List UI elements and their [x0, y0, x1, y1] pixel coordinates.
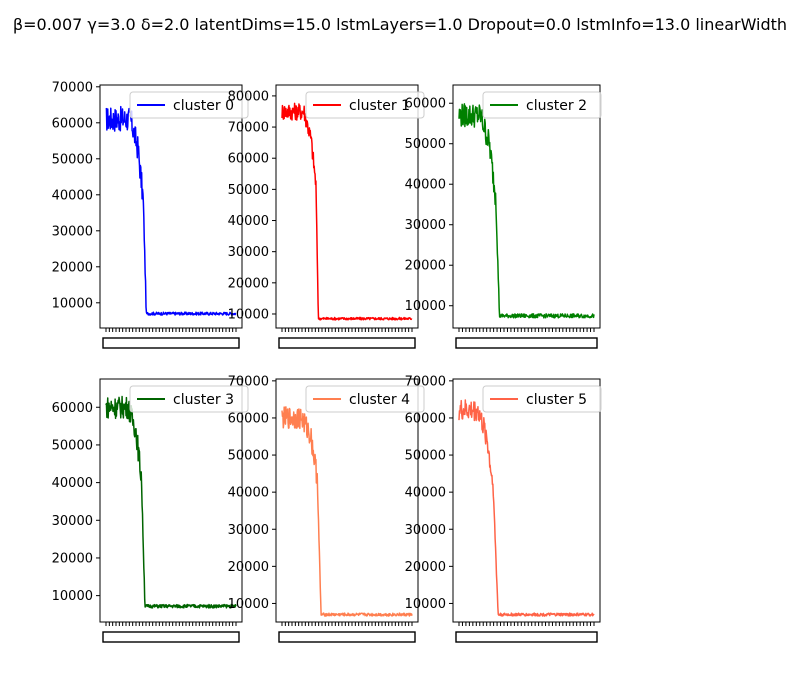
y-tick-label: 20000: [52, 260, 93, 275]
axes-frame-0: [99, 84, 243, 329]
y-tick-label: 10000: [228, 307, 269, 322]
y-tick-label: 40000: [405, 486, 446, 501]
y-tick-label: 70000: [405, 374, 446, 389]
x-tick-labels-crowded: [278, 337, 416, 349]
subplot-4: 10000 20000 30000 40000 50000 60000 70000 clust…: [228, 374, 425, 643]
y-tick-label: 80000: [228, 89, 269, 104]
y-tick-label: 70000: [228, 121, 269, 136]
y-tick-label: 30000: [228, 523, 269, 538]
x-tick-labels-crowded: [455, 631, 598, 643]
legend-box: [482, 385, 602, 413]
y-tick-label: 70000: [52, 80, 93, 95]
y-tick-label: 30000: [405, 523, 446, 538]
subplot-3: 10000 20000 30000 40000 50000 60000 cluster 3: [52, 378, 249, 643]
legend-label: cluster 3: [173, 392, 234, 408]
legend-box: [305, 91, 425, 119]
y-tick-label: 10000: [228, 597, 269, 612]
series-line-5: [458, 399, 595, 617]
subplot-2: 10000 20000 30000 40000 50000 60000 cluster 2: [405, 84, 602, 349]
y-tick-label: 50000: [228, 449, 269, 464]
y-tick-label: 40000: [405, 178, 446, 193]
subplot-1: 10000 20000 30000 40000 50000 60000 70000 80000…: [228, 84, 425, 349]
legend-label: cluster 2: [526, 98, 587, 114]
series-line-1: [281, 102, 413, 321]
y-tick-label: 60000: [52, 401, 93, 416]
axes-frame-3: [99, 378, 243, 623]
y-tick-label: 50000: [52, 152, 93, 167]
y-tick-label: 10000: [405, 597, 446, 612]
subplot-0: 10000 20000 30000 40000 50000 60000 70000 clust…: [52, 80, 249, 349]
series-line-3: [105, 395, 237, 609]
series-line-2: [458, 103, 595, 319]
y-tick-label: 30000: [52, 514, 93, 529]
legend-box: [129, 385, 249, 413]
legend-label: cluster 4: [349, 392, 410, 408]
axes-frame-4: [275, 378, 419, 623]
y-tick-label: 60000: [228, 411, 269, 426]
y-tick-label: 20000: [228, 560, 269, 575]
y-tick-label: 10000: [405, 299, 446, 314]
axes-frame-5: [452, 378, 601, 623]
y-tick-label: 30000: [52, 224, 93, 239]
subplot-5: 10000 20000 30000 40000 50000 60000 70000 clust…: [405, 374, 602, 643]
y-tick-label: 20000: [405, 259, 446, 274]
y-tick-label: 20000: [52, 551, 93, 566]
y-tick-label: 70000: [228, 374, 269, 389]
legend-box: [305, 385, 425, 413]
series-line-0: [105, 105, 237, 316]
legend-label: cluster 1: [349, 98, 410, 114]
y-tick-label: 10000: [52, 589, 93, 604]
y-tick-label: 60000: [405, 97, 446, 112]
legend-box: [482, 91, 602, 119]
y-tick-label: 10000: [52, 296, 93, 311]
y-tick-label: 30000: [405, 218, 446, 233]
x-tick-labels-crowded: [102, 631, 240, 643]
y-tick-label: 50000: [52, 438, 93, 453]
y-tick-label: 60000: [405, 411, 446, 426]
y-tick-label: 20000: [405, 560, 446, 575]
y-tick-label: 50000: [405, 137, 446, 152]
y-tick-label: 50000: [405, 449, 446, 464]
y-tick-label: 20000: [228, 276, 269, 291]
y-tick-label: 60000: [228, 152, 269, 167]
legend-box: [129, 91, 249, 119]
series-line-4: [281, 406, 413, 617]
y-tick-label: 40000: [52, 188, 93, 203]
x-tick-labels-crowded: [102, 337, 240, 349]
y-tick-label: 40000: [228, 214, 269, 229]
y-tick-label: 30000: [228, 245, 269, 260]
y-tick-label: 40000: [52, 476, 93, 491]
chart-suptitle: β=0.007 γ=3.0 δ=2.0 latentDims=15.0 lstm…: [13, 15, 787, 34]
axes-frame-2: [452, 84, 601, 329]
x-tick-labels-crowded: [278, 631, 416, 643]
x-tick-labels-crowded: [455, 337, 598, 349]
y-tick-label: 40000: [228, 486, 269, 501]
y-tick-label: 50000: [228, 183, 269, 198]
axes-frame-1: [275, 84, 419, 329]
legend-label: cluster 0: [173, 98, 234, 114]
y-tick-label: 60000: [52, 116, 93, 131]
legend-label: cluster 5: [526, 392, 587, 408]
subplot-grid: 10000 20000 30000 40000 50000 60000 70000 clust…: [52, 80, 602, 643]
